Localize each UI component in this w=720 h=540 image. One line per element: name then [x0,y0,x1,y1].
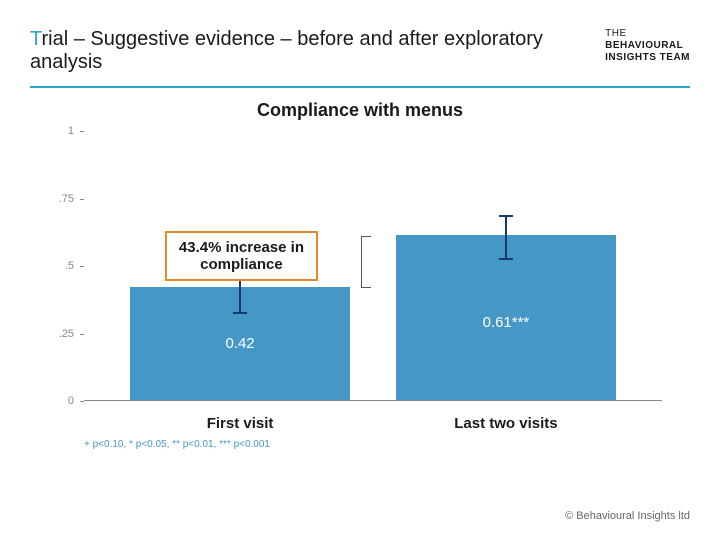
x-label-first: First visit [207,415,274,432]
errorbar-last [505,215,507,258]
logo: THE BEHAVIOURAL INSIGHTS TEAM [605,28,690,64]
chart-title: Compliance with menus [48,100,672,121]
x-label-last: Last two visits [454,415,557,432]
y-tick-label: 1 [68,125,74,137]
y-tick-label: .25 [59,328,74,340]
errorbar-cap [499,258,513,260]
y-axis: 0.25.5.751 [48,131,80,400]
y-tick-mark [80,131,84,132]
logo-line2: BEHAVIOURAL [605,40,690,52]
y-tick-mark [80,266,84,267]
p-value-note: + p<0.10, * p<0.05, ** p<0.01, *** p<0.0… [84,439,672,450]
errorbar-cap [499,215,513,217]
y-tick-label: .75 [59,193,74,205]
title-line2: analysis [30,51,585,74]
page-title: Trial – Suggestive evidence – before and… [30,28,605,74]
y-tick-label: .5 [65,260,74,272]
y-tick-mark [80,334,84,335]
title-first-letter: T [30,28,41,50]
callout: 43.4% increase incompliance [165,231,318,281]
y-tick-label: 0 [68,395,74,407]
plot-area: 0.25.5.751 0.420.61***43.4% increase inc… [84,131,662,401]
footer-copyright: © Behavioural Insights ltd [565,510,690,522]
callout-line2: compliance [179,256,304,273]
bar-label-first: 0.42 [225,335,254,352]
logo-line1: THE [605,28,690,40]
bar-label-last: 0.61*** [483,314,530,331]
bracket [361,236,371,287]
y-tick-mark [80,199,84,200]
callout-line1: 43.4% increase in [179,239,304,256]
title-rest: rial – Suggestive evidence – before and … [41,28,542,50]
logo-line3: INSIGHTS TEAM [605,52,690,64]
bar-last: 0.61*** [396,235,616,400]
header: Trial – Suggestive evidence – before and… [0,0,720,82]
errorbar-cap [233,312,247,314]
x-axis: First visit Last two visits [84,401,662,431]
header-rule [30,86,690,88]
chart: Compliance with menus 0 .25 .5 .75 1 0.42 0.6… [48,100,672,450]
